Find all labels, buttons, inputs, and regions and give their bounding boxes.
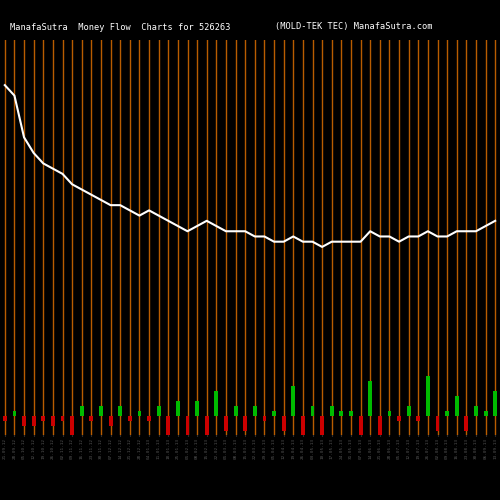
- Bar: [340, 411, 344, 416]
- Bar: [32, 416, 36, 426]
- Bar: [186, 416, 190, 457]
- Bar: [12, 411, 16, 416]
- Bar: [484, 411, 488, 416]
- Bar: [301, 416, 305, 436]
- Bar: [378, 416, 382, 436]
- Bar: [108, 416, 112, 426]
- Bar: [388, 411, 392, 416]
- Bar: [253, 406, 256, 416]
- Bar: [60, 416, 64, 421]
- Bar: [416, 416, 420, 421]
- Bar: [445, 411, 449, 416]
- Text: ManafaSutra  Money Flow  Charts for 526263: ManafaSutra Money Flow Charts for 526263: [10, 22, 230, 32]
- Bar: [90, 416, 94, 421]
- Bar: [292, 386, 295, 416]
- Bar: [138, 411, 141, 416]
- Bar: [99, 406, 103, 416]
- Bar: [51, 416, 55, 426]
- Bar: [147, 416, 151, 421]
- Bar: [118, 406, 122, 416]
- Bar: [262, 416, 266, 421]
- Bar: [80, 406, 84, 416]
- Bar: [320, 416, 324, 467]
- Bar: [42, 416, 45, 421]
- Bar: [282, 416, 286, 431]
- Bar: [156, 406, 160, 416]
- Bar: [426, 376, 430, 416]
- Bar: [176, 401, 180, 416]
- Bar: [358, 416, 362, 467]
- Bar: [455, 396, 458, 416]
- Bar: [224, 416, 228, 431]
- Bar: [3, 416, 6, 421]
- Bar: [22, 416, 26, 426]
- Bar: [70, 416, 74, 492]
- Bar: [244, 416, 247, 431]
- Bar: [128, 416, 132, 421]
- Bar: [464, 416, 468, 431]
- Bar: [234, 406, 237, 416]
- Bar: [406, 406, 410, 416]
- Bar: [474, 406, 478, 416]
- Bar: [368, 381, 372, 416]
- Bar: [166, 416, 170, 436]
- Bar: [494, 391, 497, 416]
- Bar: [214, 391, 218, 416]
- Bar: [397, 416, 401, 421]
- Bar: [195, 401, 199, 416]
- Bar: [436, 416, 440, 431]
- Bar: [349, 411, 353, 416]
- Bar: [310, 406, 314, 416]
- Bar: [272, 411, 276, 416]
- Text: (MOLD-TEK TEC) ManafaSutra.com: (MOLD-TEK TEC) ManafaSutra.com: [275, 22, 432, 32]
- Bar: [330, 406, 334, 416]
- Bar: [205, 416, 208, 457]
